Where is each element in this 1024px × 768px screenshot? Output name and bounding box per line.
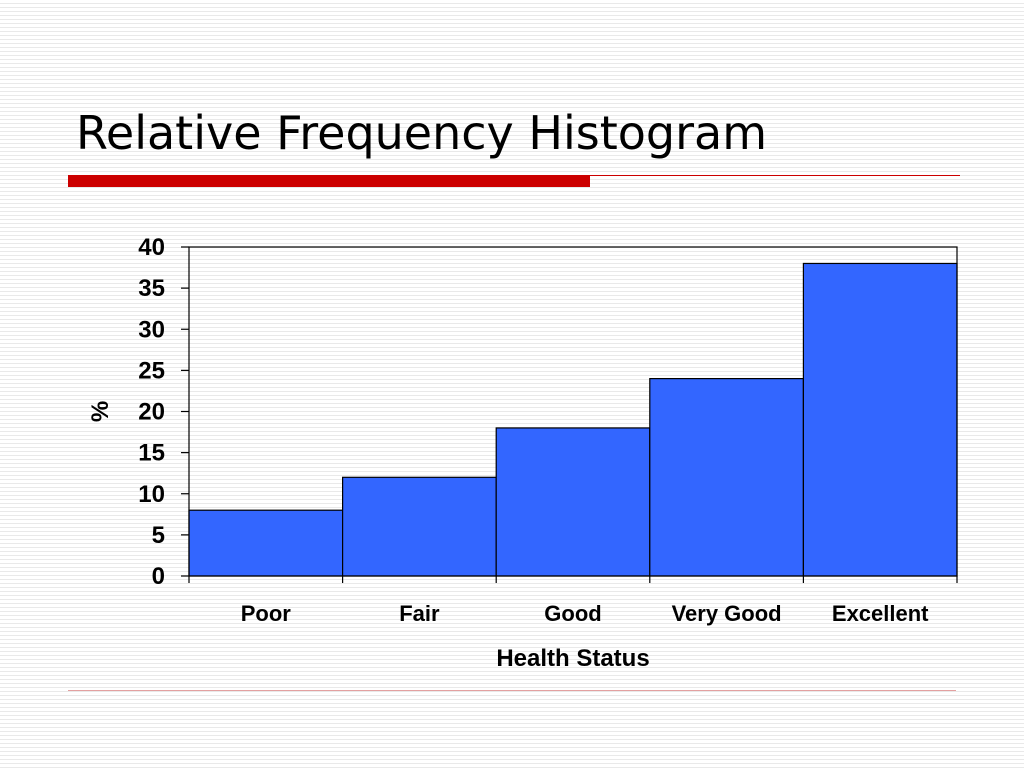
y-tick-labels: 0 5 10 15 20 25 30 35 40 xyxy=(138,234,165,590)
y-tick-label: 15 xyxy=(138,440,165,467)
y-tick-label: 20 xyxy=(138,399,165,426)
y-tick-label: 0 xyxy=(152,563,165,590)
x-tick-label: Poor xyxy=(241,601,292,626)
x-tick-label: Fair xyxy=(399,601,440,626)
y-tick-label: 10 xyxy=(138,481,165,508)
bar-group xyxy=(188,262,958,577)
title-accent-bar xyxy=(68,175,590,187)
y-tick-label: 35 xyxy=(138,275,165,302)
x-tick-label: Very Good xyxy=(672,601,782,626)
x-tick-labels: Poor Fair Good Very Good Excellent xyxy=(241,601,929,626)
x-tick-label: Good xyxy=(544,601,601,626)
bar-good xyxy=(495,427,651,577)
y-axis-label: % xyxy=(87,401,114,422)
y-tick-label: 5 xyxy=(152,522,165,549)
footer-rule xyxy=(68,690,956,691)
bar-very-good xyxy=(649,378,804,577)
y-tick-label: 40 xyxy=(138,234,165,261)
x-axis-label: Health Status xyxy=(496,645,649,672)
axes-group xyxy=(181,246,958,583)
title-accent-rule xyxy=(590,175,960,176)
bar-fair xyxy=(342,476,497,577)
bar-poor xyxy=(188,509,344,577)
y-tick-label: 30 xyxy=(138,316,165,343)
bar-excellent xyxy=(802,262,958,577)
x-tick-label: Excellent xyxy=(832,601,929,626)
y-tick-label: 25 xyxy=(138,357,165,384)
slide-title: Relative Frequency Histogram xyxy=(76,106,768,160)
